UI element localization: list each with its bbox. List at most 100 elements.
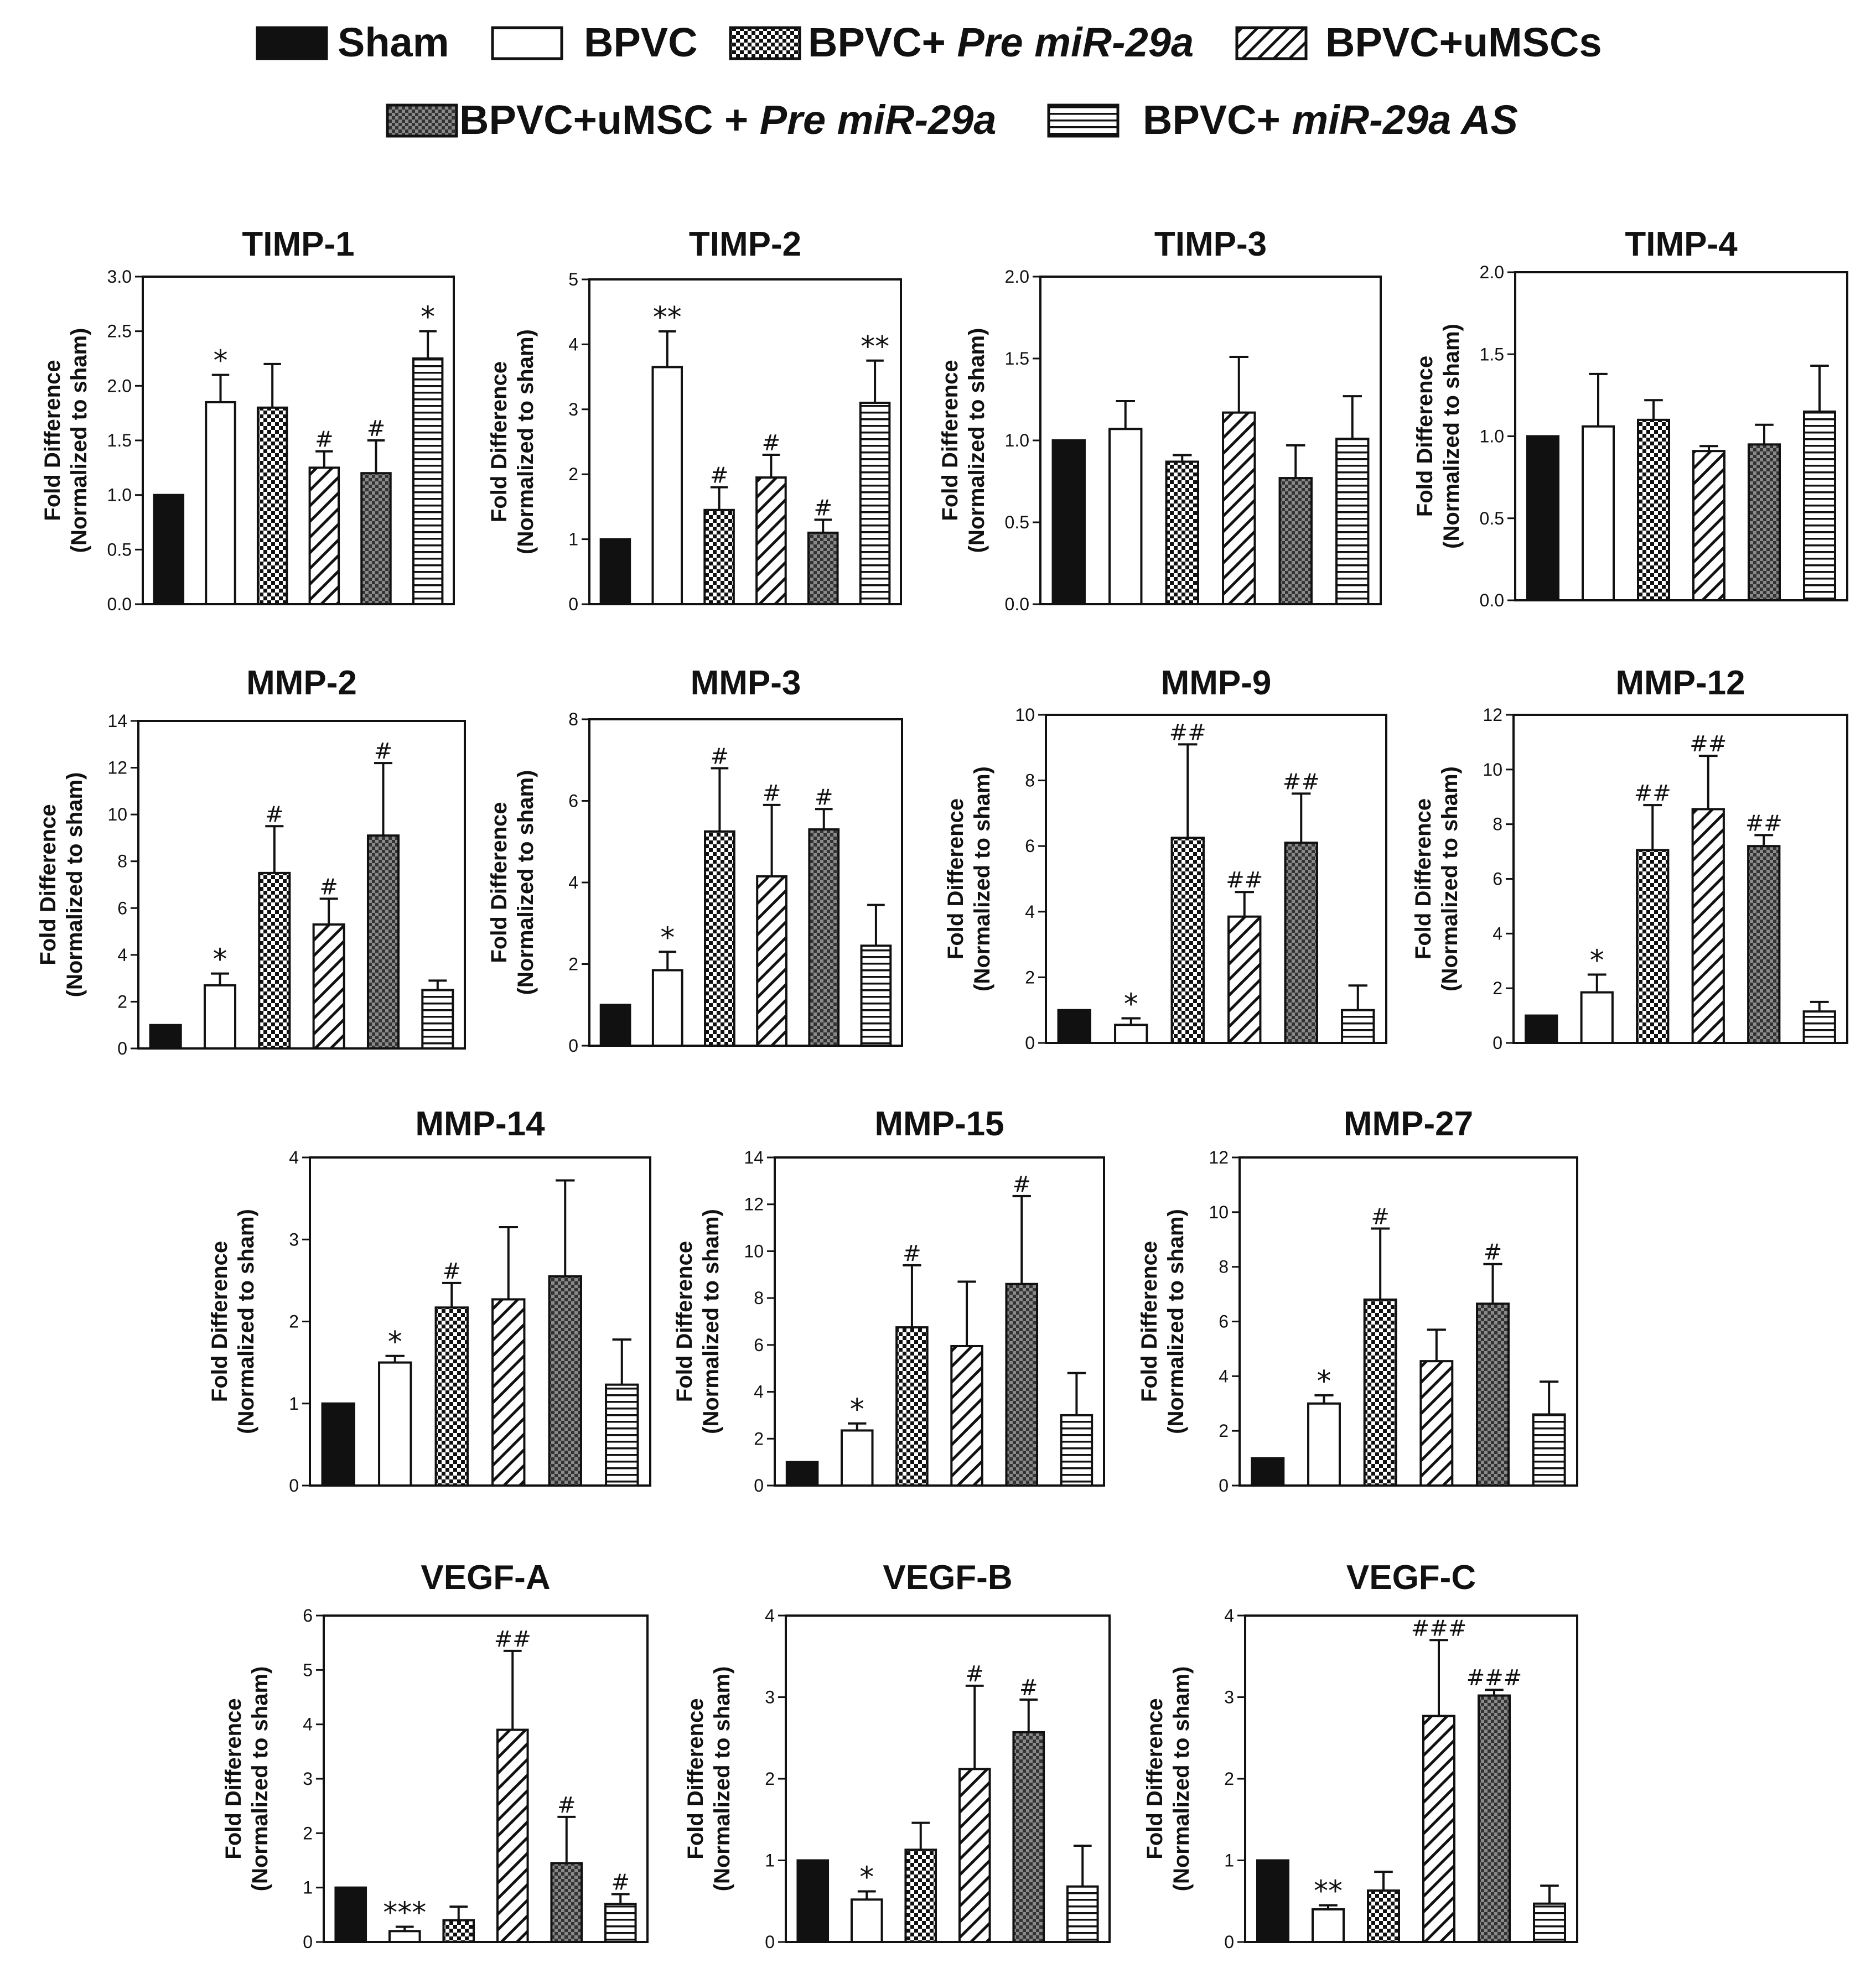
y-axis-label-line2: (Normalized to sham) [965, 328, 989, 553]
y-tick-label: 0.5 [1005, 512, 1029, 532]
significance-label: # [611, 1870, 630, 1895]
y-axis-label: Fold Difference (Normalized to sham) [208, 1209, 258, 1434]
y-axis-label: Fold Difference (Normalized to sham) [938, 328, 989, 553]
y-axis-label-line1: Fold Difference [672, 1241, 697, 1402]
bar [785, 1461, 819, 1487]
bar [1335, 438, 1370, 605]
bar [308, 466, 340, 605]
bar [1692, 450, 1725, 601]
bar [1637, 418, 1670, 601]
y-tick-label: 0.5 [107, 539, 132, 559]
y-tick-label: 6 [1219, 1312, 1229, 1332]
chart-timp-1: TIMP-1 Fold Difference (Normalized to sham… [40, 225, 455, 614]
y-tick-label: 12 [1209, 1147, 1229, 1167]
bar [550, 1862, 583, 1944]
y-tick-label: 3 [1224, 1687, 1234, 1707]
y-tick-label: 2.0 [107, 376, 132, 396]
y-tick-label: 2 [289, 1312, 299, 1332]
bar-group: # [1363, 1204, 1397, 1487]
significance-label: * [214, 345, 228, 378]
y-tick-label: 2.5 [107, 321, 132, 341]
bar [605, 1383, 639, 1487]
bar-group [1066, 1844, 1099, 1943]
y-tick-label: 1 [568, 529, 578, 549]
y-tick-label: 0.5 [1480, 508, 1504, 528]
significance-label: ## [1634, 781, 1671, 806]
bar-group: * [205, 345, 236, 606]
bar [258, 871, 291, 1050]
significance-label: * [421, 301, 435, 334]
bar-group [1419, 1328, 1454, 1487]
y-tick-label: 12 [1483, 705, 1502, 725]
plot-frame [1244, 1614, 1578, 1943]
y-tick-label: 4 [289, 1147, 299, 1167]
bar-group: ## [1226, 868, 1263, 1044]
significance-label: # [315, 427, 334, 453]
bar [1051, 439, 1086, 605]
bar [366, 834, 400, 1050]
bar [599, 538, 631, 605]
y-tick-label: 6 [117, 898, 127, 918]
chart-mmp-15: MMP-15 Fold Difference (Normalized to sham… [672, 1105, 1105, 1496]
bar [1284, 842, 1318, 1045]
y-tick-label: 5 [303, 1660, 313, 1680]
y-tick-label: 8 [117, 851, 127, 871]
bar-group: # [807, 495, 839, 605]
bar [1222, 411, 1256, 605]
bar-group: # [258, 802, 291, 1050]
y-axis-label-line2: (Normalized to sham) [63, 772, 87, 998]
bar [388, 1930, 421, 1943]
bar-group: *** [383, 1896, 426, 1943]
bar-group [1335, 395, 1370, 605]
bar [1256, 1859, 1289, 1943]
legend-item-sham: Sham [256, 19, 449, 65]
y-axis-label-line2: (Normalized to sham) [1169, 1666, 1194, 1892]
legend-label-sham: Sham [338, 19, 449, 65]
bar [496, 1728, 529, 1943]
bar [1114, 1024, 1148, 1045]
significance-label: * [859, 1861, 874, 1894]
significance-label: # [1371, 1204, 1390, 1229]
legend-item-umsc: BPVC+uMSCs [1235, 19, 1602, 65]
legend-label-part: Pre miR-29a [760, 97, 997, 143]
y-tick-label: 10 [744, 1241, 764, 1261]
y-tick-label: 0 [568, 1036, 578, 1056]
bar-group [599, 538, 631, 605]
bar [360, 472, 392, 606]
bar-group: # [704, 744, 735, 1047]
bar-group [1108, 399, 1143, 606]
bar-group: # [756, 781, 787, 1047]
significance-label: # [1019, 1675, 1038, 1701]
bar [1419, 1360, 1454, 1487]
bar [599, 1004, 631, 1047]
bar-group [334, 1886, 367, 1944]
y-tick-label: 1.0 [1005, 430, 1029, 450]
y-tick-label: 10 [1209, 1202, 1229, 1222]
plot-frame [774, 1156, 1105, 1487]
bar [378, 1361, 412, 1487]
y-axis-label-line1: Fold Difference [1411, 798, 1435, 959]
bar-group [1367, 1871, 1400, 1943]
chart-vegf-b: VEGF-B Fold Difference (Normalized to sham… [683, 1559, 1111, 1952]
legend-label-umscpre: BPVC+uMSC + Pre miR-29a [459, 97, 997, 143]
plot-frame [309, 1156, 651, 1487]
chart-title: TIMP-4 [1625, 225, 1738, 263]
chart-mmp-12: MMP-12 Fold Difference (Normalized to sham… [1411, 664, 1848, 1053]
y-axis-label-line1: Fold Difference [938, 360, 962, 521]
legend-label-pre: BPVC+ Pre miR-29a [808, 19, 1194, 65]
plot-frame [785, 1614, 1111, 1943]
significance-label: # [1012, 1172, 1031, 1197]
significance-label: ### [1411, 1616, 1467, 1641]
bar-group [950, 1280, 983, 1487]
bar-group: * [1114, 988, 1148, 1045]
plot-frame [137, 720, 466, 1050]
significance-label: # [762, 430, 781, 456]
y-tick-label: 8 [754, 1288, 764, 1308]
bar-group: # [312, 874, 345, 1050]
y-axis-label-line1: Fold Difference [487, 802, 511, 963]
y-axis-label-line1: Fold Difference [40, 360, 65, 521]
y-tick-label: 6 [754, 1335, 764, 1355]
chart-vegf-c: VEGF-C Fold Difference (Normalized to sham… [1143, 1559, 1578, 1952]
bar-group: # [895, 1241, 929, 1487]
significance-label: # [367, 416, 386, 442]
